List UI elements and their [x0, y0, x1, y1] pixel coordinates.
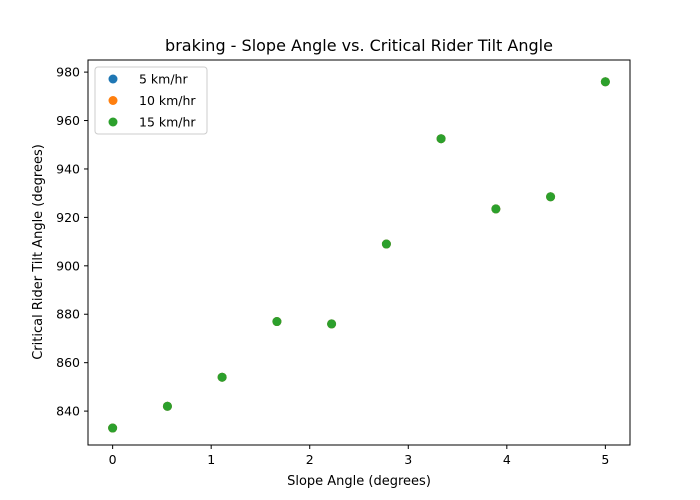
- data-point-series-2: [600, 77, 610, 87]
- data-point-series-2: [546, 192, 556, 202]
- legend-label: 10 km/hr: [139, 93, 196, 108]
- legend-label: 15 km/hr: [139, 115, 196, 130]
- y-tick-label: 900: [56, 258, 80, 273]
- data-point-series-2: [491, 204, 501, 214]
- y-tick-label: 920: [56, 210, 80, 225]
- x-axis-label: Slope Angle (degrees): [287, 474, 431, 489]
- y-tick-label: 960: [56, 113, 80, 128]
- y-tick-label: 980: [56, 65, 80, 80]
- y-axis-label: Critical Rider Tilt Angle (degrees): [31, 144, 46, 360]
- y-tick-label: 840: [56, 404, 80, 419]
- x-tick-label: 3: [404, 452, 412, 467]
- x-tick-label: 5: [601, 452, 609, 467]
- chart-title: braking - Slope Angle vs. Critical Rider…: [165, 36, 553, 55]
- x-tick-label: 1: [207, 452, 215, 467]
- y-tick-label: 880: [56, 307, 80, 322]
- x-tick-label: 4: [503, 452, 511, 467]
- y-tick-label: 940: [56, 161, 80, 176]
- plot-frame: [87, 59, 631, 446]
- data-point-series-2: [162, 401, 172, 411]
- legend-marker: [108, 74, 118, 84]
- legend-marker: [108, 117, 118, 127]
- legend: 5 km/hr 10 km/hr 15 km/hr: [94, 66, 208, 135]
- y-tick-label: 860: [56, 355, 80, 370]
- legend-box: [94, 66, 208, 135]
- data-point-series-2: [272, 317, 282, 327]
- x-tick-label: 2: [306, 452, 314, 467]
- data-point-series-2: [108, 423, 118, 433]
- data-point-series-2: [436, 134, 446, 144]
- data-point-series-2: [381, 239, 391, 249]
- legend-marker: [108, 96, 118, 105]
- x-tick-label: 0: [109, 452, 117, 467]
- data-point-series-2: [217, 372, 227, 382]
- data-point-series-2: [327, 319, 337, 329]
- legend-label: 5 km/hr: [139, 72, 188, 87]
